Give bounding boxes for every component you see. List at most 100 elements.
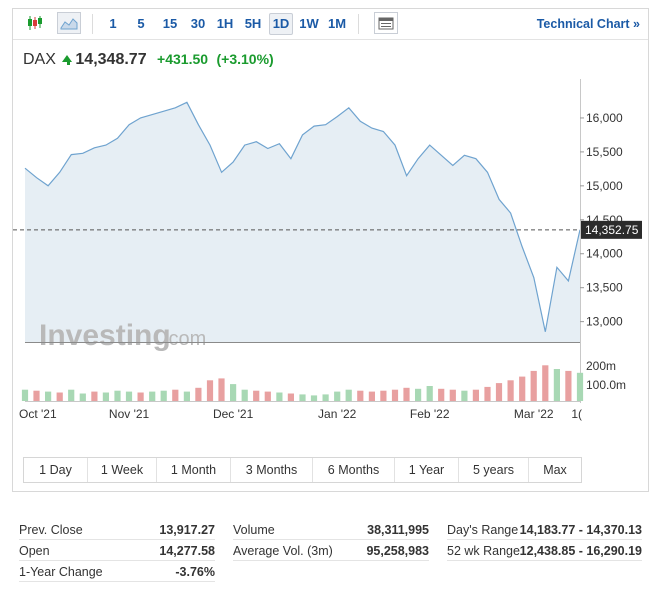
- current-price-badge: [581, 220, 642, 239]
- volume-bar: [276, 392, 283, 401]
- interval-5h[interactable]: 5H: [244, 16, 262, 31]
- volume-bar: [253, 390, 260, 401]
- volume-bar: [461, 390, 468, 401]
- stat-value: 95,258,983: [366, 544, 429, 558]
- volume-bar: [299, 394, 306, 401]
- volume-bar: [519, 376, 526, 401]
- volume-bar: [149, 391, 156, 401]
- stat-open: Open 14,277.58: [19, 541, 215, 561]
- volume-bar: [114, 390, 121, 401]
- volume-bar: [287, 393, 294, 401]
- range-3-months[interactable]: 3 Months: [231, 458, 313, 482]
- candlestick-icon[interactable]: [23, 12, 47, 34]
- watermark-logo: Investing: [39, 319, 171, 352]
- current-price-label: 14,352.75: [585, 223, 639, 237]
- range-1-week[interactable]: 1 Week: [88, 458, 157, 482]
- volume-bar: [553, 369, 560, 401]
- chart-toolbar: 1 5 15 30 1H 5H 1D 1W 1M Technical Chart…: [13, 9, 648, 40]
- volume-bar: [334, 391, 341, 401]
- volume-bar: [403, 387, 410, 401]
- volume-bar: [472, 389, 479, 401]
- volume-bar: [438, 388, 445, 401]
- stat-label: Day's Range: [447, 523, 519, 537]
- interval-30m[interactable]: 30: [190, 16, 206, 31]
- x-tick-label: Feb '22: [410, 407, 450, 421]
- up-arrow-icon: [61, 55, 72, 63]
- stat-label: 52 wk Range: [447, 544, 520, 558]
- stat-prev-close: Prev. Close 13,917.27: [19, 520, 215, 540]
- x-tick-label: Dec '21: [213, 407, 254, 421]
- area-chart-icon[interactable]: [57, 12, 81, 34]
- watermark-suffix: .com: [163, 328, 206, 350]
- volume-bar: [102, 392, 109, 401]
- volume-bar: [530, 370, 537, 401]
- price-change-percent: (+3.10%): [216, 51, 274, 67]
- x-tick-label: Mar '22: [514, 407, 554, 421]
- interval-1w[interactable]: 1W: [299, 16, 319, 31]
- table-icon[interactable]: [374, 12, 398, 34]
- range-1-day[interactable]: 1 Day: [24, 458, 88, 482]
- volume-bar: [21, 389, 29, 401]
- range-1-month[interactable]: 1 Month: [157, 458, 231, 482]
- volume-bar: [79, 393, 86, 401]
- y-tick-label: 15,000: [586, 179, 623, 193]
- volume-bar: [160, 390, 167, 401]
- volume-bar: [68, 389, 75, 401]
- range-6-months[interactable]: 6 Months: [313, 458, 395, 482]
- interval-1mo[interactable]: 1M: [327, 16, 347, 31]
- volume-bar: [45, 391, 52, 401]
- interval-15m[interactable]: 15: [162, 16, 178, 31]
- interval-1d[interactable]: 1D: [269, 13, 293, 35]
- volume-bar: [218, 378, 225, 401]
- volume-tick-label: 100.0m: [586, 378, 626, 392]
- volume-bar: [391, 389, 399, 401]
- volume-bar: [56, 392, 63, 401]
- stat-52-week-range: 52 wk Range 12,438.85 - 16,290.19: [447, 541, 642, 561]
- chart-widget: 1 5 15 30 1H 5H 1D 1W 1M Technical Chart…: [12, 8, 649, 492]
- volume-bar: [565, 370, 572, 401]
- price-area-fill: [25, 102, 580, 342]
- volume-bar: [195, 387, 202, 401]
- x-tick-label: Nov '21: [109, 407, 150, 421]
- stat-value: 13,917.27: [159, 523, 215, 537]
- time-range-selector: 1 Day 1 Week 1 Month 3 Months 6 Months 1…: [23, 457, 582, 483]
- y-tick-label: 14,000: [586, 247, 623, 261]
- stat-label: Volume: [233, 523, 275, 537]
- volume-bar: [91, 391, 98, 401]
- stat-value: 12,438.85 - 16,290.19: [519, 544, 642, 558]
- range-1-year[interactable]: 1 Year: [395, 458, 459, 482]
- volume-bar: [576, 372, 584, 401]
- x-tick-label: Oct '21: [19, 407, 57, 421]
- y-tick-label: 13,500: [586, 281, 623, 295]
- volume-bar: [357, 390, 364, 401]
- stat-label: Average Vol. (3m): [233, 544, 333, 558]
- interval-1m[interactable]: 1: [109, 16, 117, 31]
- stat-value: 14,183.77 - 14,370.13: [519, 523, 642, 537]
- last-price: 14,348.77: [75, 51, 147, 68]
- stat-label: Open: [19, 544, 50, 558]
- volume-bar: [264, 391, 271, 401]
- volume-bar: [183, 391, 190, 401]
- stat-label: Prev. Close: [19, 523, 83, 537]
- volume-bar: [449, 389, 456, 401]
- volume-bar: [125, 391, 133, 401]
- volume-bar: [322, 394, 329, 401]
- up-arrow-stem: [67, 60, 71, 66]
- stat-value: 38,311,995: [367, 523, 429, 537]
- interval-1h[interactable]: 1H: [216, 16, 234, 31]
- technical-chart-link[interactable]: Technical Chart »: [536, 17, 640, 31]
- symbol-label: DAX: [23, 51, 56, 68]
- stat-1-year-change: 1-Year Change -3.76%: [19, 562, 215, 582]
- range-5-years[interactable]: 5 years: [459, 458, 529, 482]
- y-tick-label: 16,000: [586, 111, 623, 125]
- stat-label: 1-Year Change: [19, 565, 103, 579]
- range-max[interactable]: Max: [543, 463, 567, 477]
- volume-bar: [310, 395, 318, 401]
- y-tick-label: 15,500: [586, 145, 623, 159]
- interval-5m[interactable]: 5: [137, 16, 145, 31]
- stat-value: -3.76%: [175, 565, 215, 579]
- toolbar-divider: [358, 14, 359, 34]
- volume-bar: [206, 380, 214, 401]
- price-chart[interactable]: Investing.com16,00015,50015,00014,50014,…: [13, 9, 648, 449]
- volume-bar: [241, 389, 248, 401]
